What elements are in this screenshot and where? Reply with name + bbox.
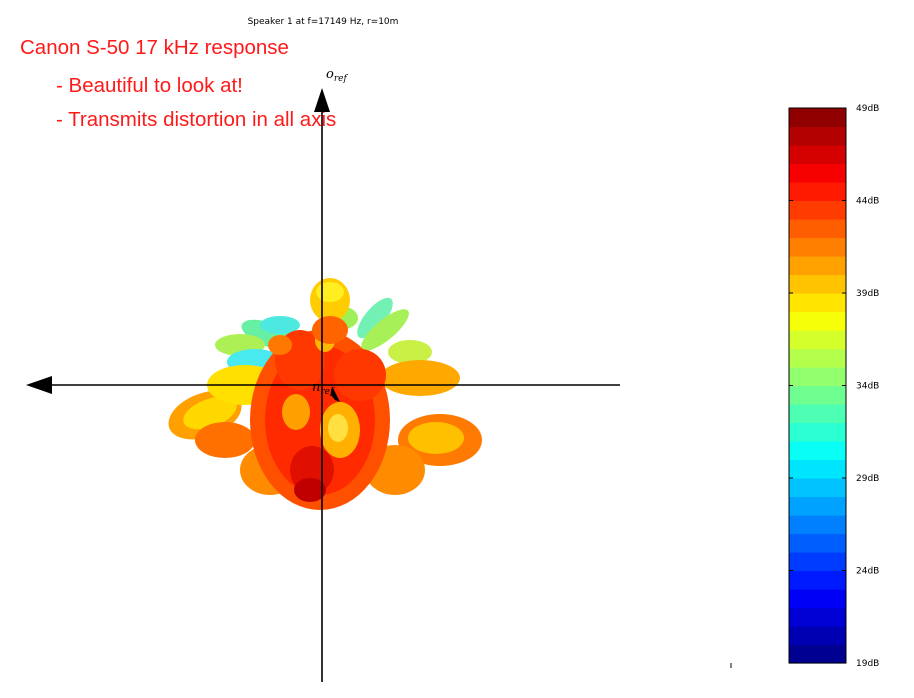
axes: oref nref bbox=[26, 67, 620, 682]
colorbar-band bbox=[789, 589, 846, 609]
colorbar-band bbox=[789, 126, 846, 146]
colorbar-band bbox=[789, 552, 846, 572]
colorbar-band bbox=[789, 367, 846, 387]
colorbar-band bbox=[789, 570, 846, 590]
colorbar-band bbox=[789, 293, 846, 313]
colorbar-band bbox=[789, 330, 846, 350]
colorbar-band bbox=[789, 478, 846, 498]
colorbar-band bbox=[789, 145, 846, 165]
colorbar-band bbox=[789, 422, 846, 442]
colorbar-band bbox=[789, 607, 846, 627]
colorbar-band bbox=[789, 441, 846, 461]
colorbar: 49dB 44dB 39dB 34dB 29dB 24dB 19dB bbox=[788, 104, 879, 669]
colorbar-band bbox=[789, 348, 846, 368]
colorbar-tick-label: 19dB bbox=[856, 659, 879, 669]
colorbar-band bbox=[789, 274, 846, 294]
colorbar-tick-label: 34dB bbox=[856, 382, 879, 392]
annotation-title: Canon S-50 17 kHz response bbox=[20, 36, 289, 59]
colorbar-band bbox=[789, 311, 846, 331]
plot-title: Speaker 1 at f=17149 Hz, r=10m bbox=[247, 17, 399, 27]
colorbar-tick-label: 24dB bbox=[856, 567, 879, 577]
annotation-line-1: - Beautiful to look at! bbox=[56, 74, 243, 97]
colorbar-band bbox=[789, 256, 846, 276]
colorbar-band bbox=[789, 644, 846, 664]
colorbar-band bbox=[789, 496, 846, 516]
colorbar-tick-label: 39dB bbox=[856, 289, 879, 299]
colorbar-band bbox=[789, 163, 846, 183]
colorbar-band bbox=[789, 626, 846, 646]
colorbar-band bbox=[789, 108, 846, 128]
directivity-balloon bbox=[168, 278, 482, 510]
colorbar-tick-label: 49dB bbox=[856, 104, 879, 114]
origin-axis-label: nref bbox=[312, 380, 335, 397]
balloon-back-lobes bbox=[215, 297, 432, 375]
balloon-core bbox=[250, 316, 390, 510]
colorbar-band bbox=[789, 219, 846, 239]
colorbar-band bbox=[789, 237, 846, 257]
colorbar-band bbox=[789, 533, 846, 553]
colorbar-band bbox=[789, 200, 846, 220]
horizontal-axis-arrowhead bbox=[26, 376, 52, 394]
colorbar-band bbox=[789, 515, 846, 535]
vertical-axis-label: oref bbox=[326, 67, 348, 84]
colorbar-tick-label: 29dB bbox=[856, 474, 879, 484]
origin-arrowhead bbox=[331, 386, 340, 402]
vertical-axis-arrowhead bbox=[314, 88, 330, 112]
colorbar-band bbox=[789, 385, 846, 405]
colorbar-band bbox=[789, 404, 846, 424]
annotation-line-2: - Transmits distortion in all axis bbox=[56, 108, 337, 131]
colorbar-tick-label: 44dB bbox=[856, 197, 879, 207]
colorbar-band bbox=[789, 182, 846, 202]
colorbar-band bbox=[789, 459, 846, 479]
